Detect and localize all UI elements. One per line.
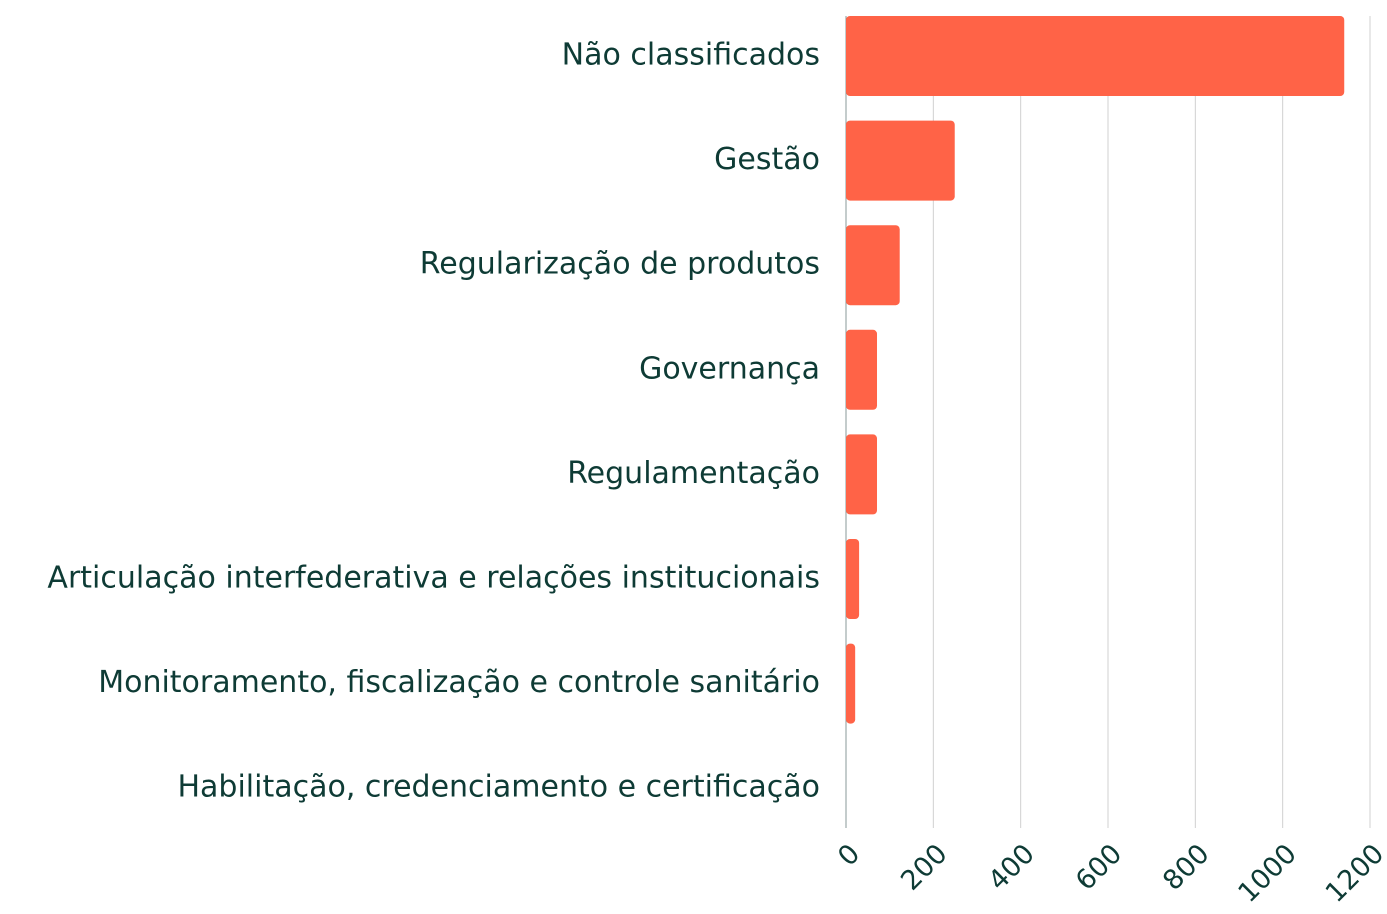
bar [846, 16, 1345, 96]
y-tick-label: Governança [639, 351, 820, 386]
y-tick-label: Regularização de produtos [420, 247, 820, 282]
x-tick-label: 800 [1157, 838, 1215, 896]
bar [846, 225, 900, 306]
bar [846, 120, 955, 201]
x-tick-label: 0 [832, 838, 866, 872]
bar [846, 434, 878, 515]
x-tick-label: 1000 [1232, 838, 1303, 909]
x-tick-label: 400 [983, 838, 1041, 896]
y-tick-label: Articulação interfederativa e relações i… [47, 561, 820, 596]
y-tick-label: Não classificados [562, 38, 820, 73]
y-tick-label: Monitoramento, fiscalização e controle s… [98, 665, 820, 700]
y-tick-label: Gestão [714, 142, 820, 177]
x-tick-label: 200 [895, 838, 953, 896]
bar [846, 329, 878, 410]
y-tick-label: Habilitação, credenciamento e certificaç… [177, 770, 820, 805]
y-tick-label: Regulamentação [567, 456, 820, 491]
bar [846, 539, 860, 619]
bar [846, 643, 856, 724]
x-tick-label: 1200 [1320, 838, 1387, 909]
x-tick-label: 600 [1070, 838, 1128, 896]
